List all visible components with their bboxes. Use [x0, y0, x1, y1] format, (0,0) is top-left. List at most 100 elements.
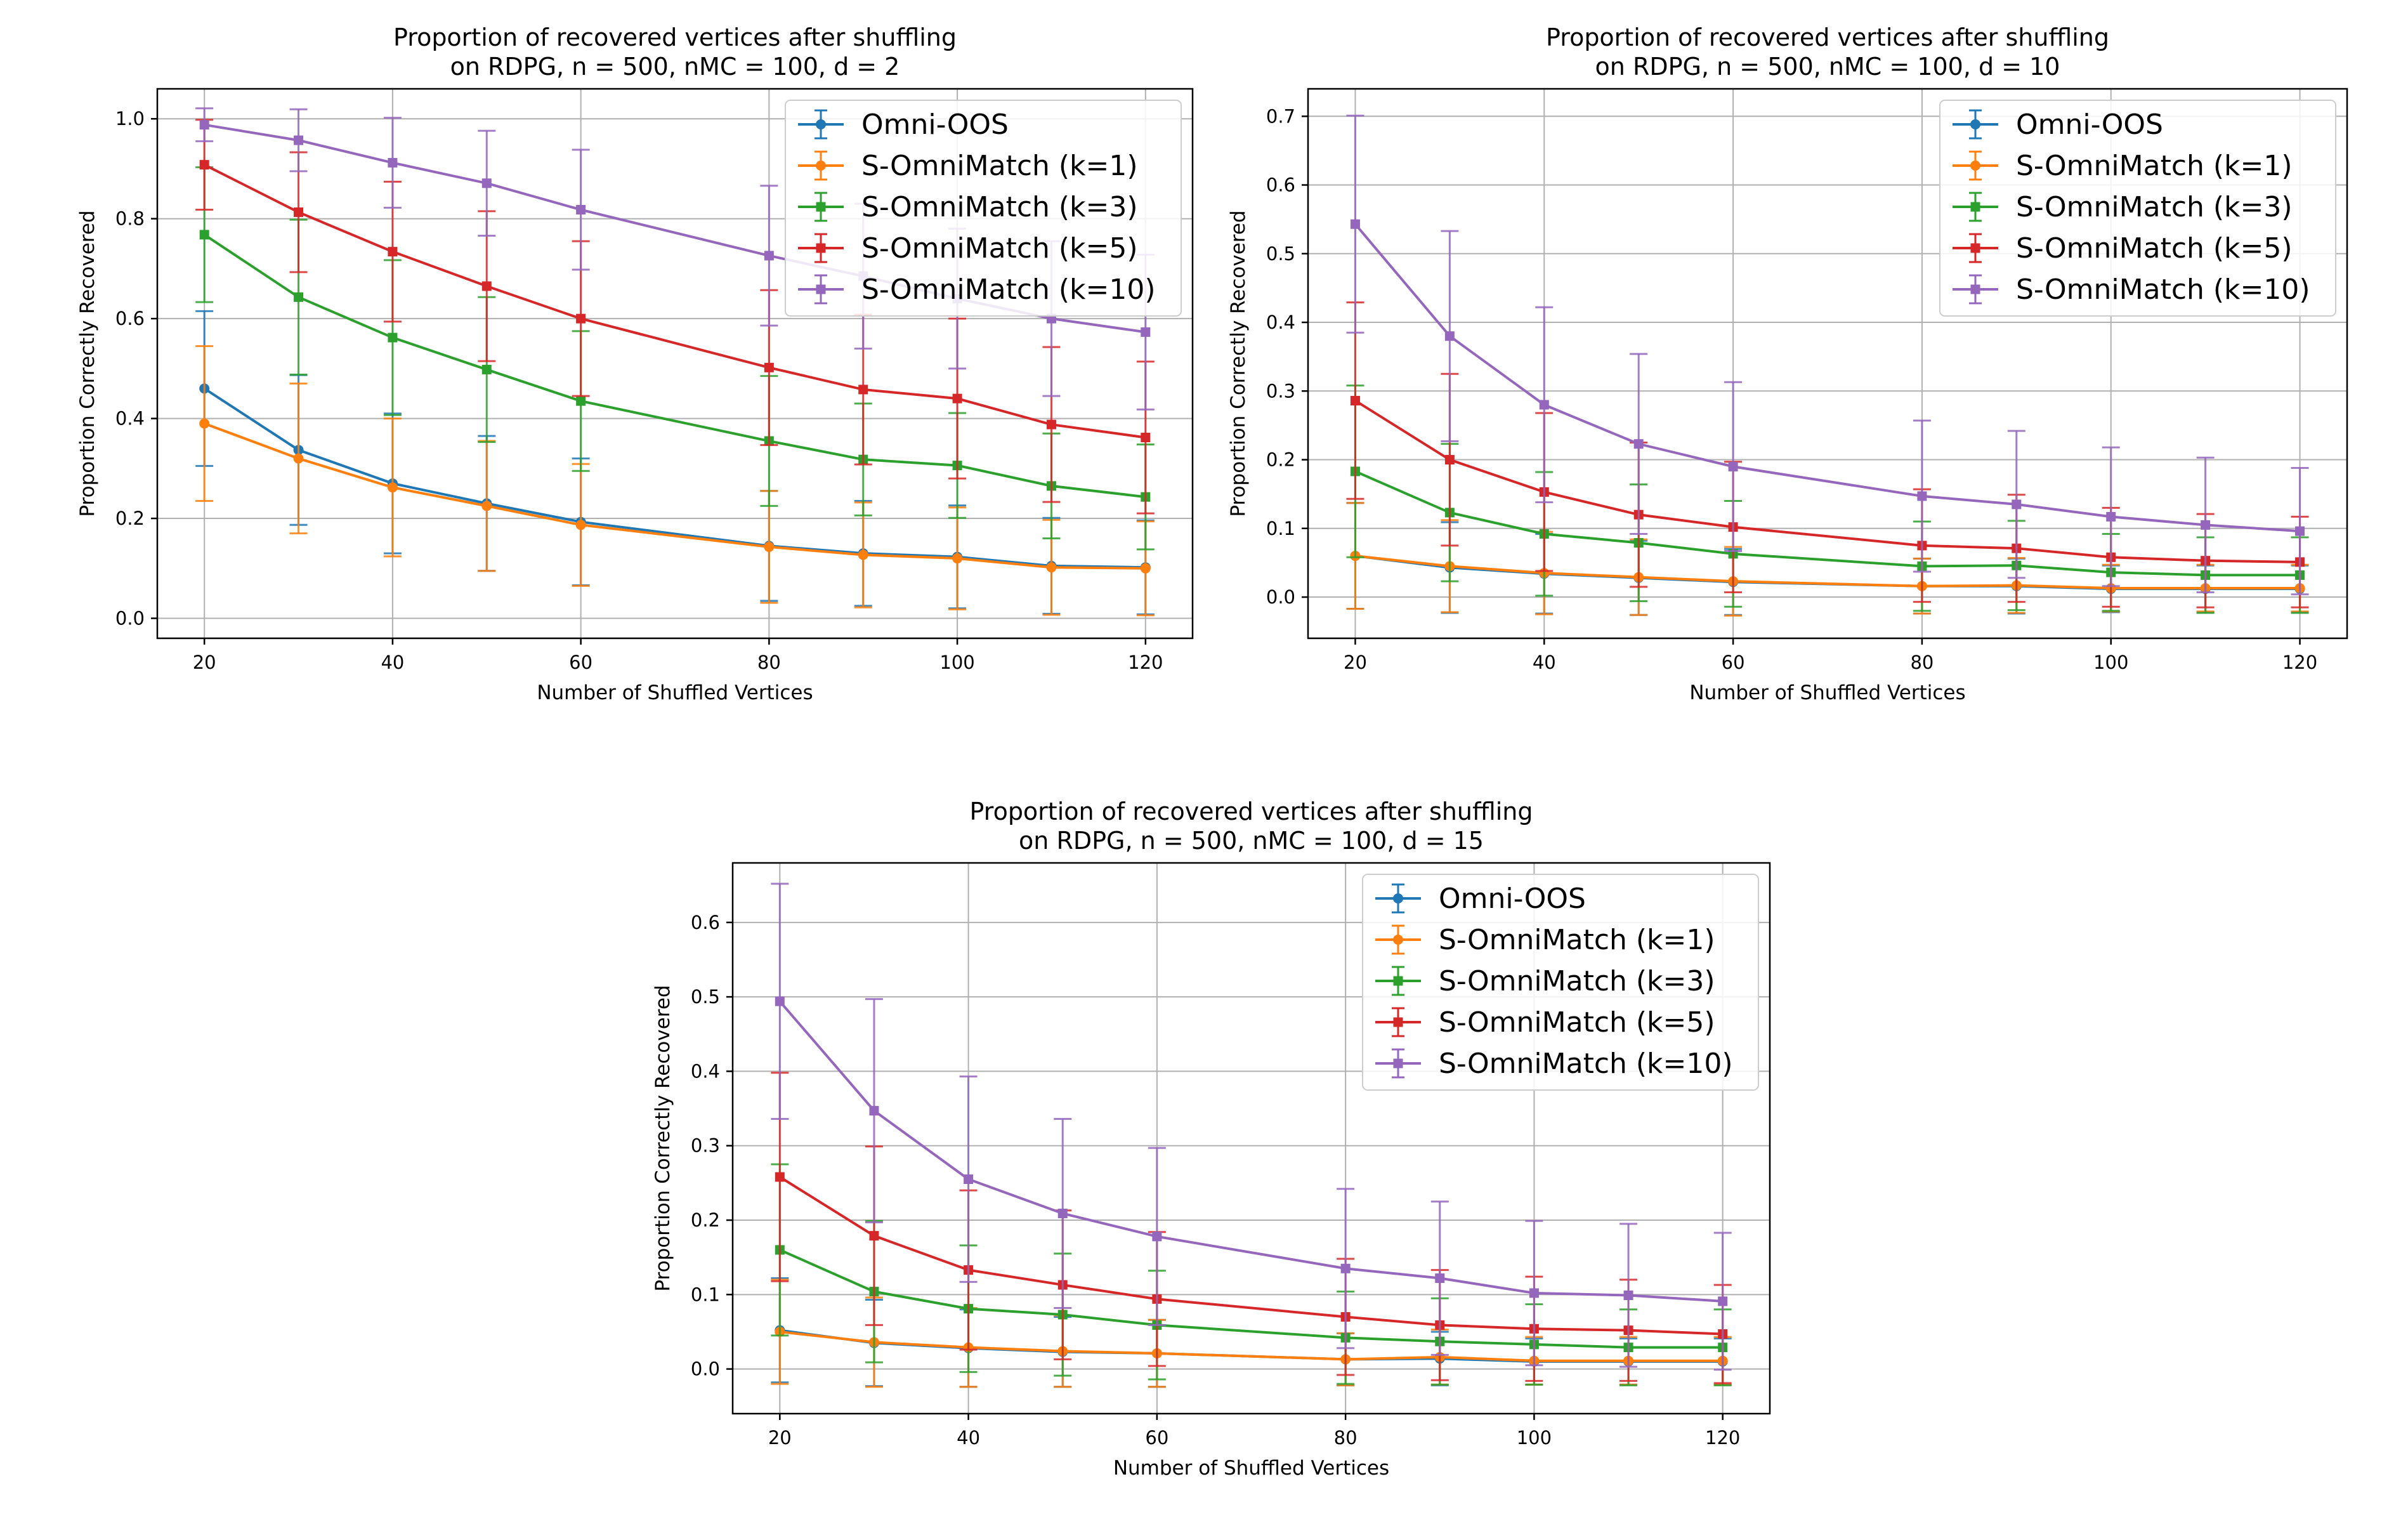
chart-0-s3-point-8 — [1046, 419, 1056, 430]
chart-2-xtick-label-4: 100 — [1517, 1427, 1552, 1449]
chart-0-legend-marker-0 — [816, 119, 826, 129]
chart-1-s4-point-4 — [1728, 461, 1738, 471]
chart-1-s4-line — [1354, 223, 2300, 533]
chart-2-s1-line — [780, 1330, 1723, 1362]
chart-0-legend-marker-2 — [816, 202, 826, 212]
chart-0-ytick-label-1: 0.2 — [115, 508, 145, 529]
chart-2-legend-marker-1 — [1393, 935, 1403, 945]
chart-0-s3-point-5 — [764, 362, 774, 372]
chart-0-legend-entry-2: S-OmniMatch (k=3) — [798, 191, 1138, 223]
chart-0-ytick-label-2: 0.4 — [115, 408, 145, 430]
chart-0-s1-point-5 — [764, 541, 775, 552]
chart-0-s2-point-1 — [294, 292, 304, 302]
chart-0-s4-point-5 — [764, 251, 774, 261]
chart-1-legend-marker-3 — [1970, 243, 1980, 253]
chart-2-s4-point-1 — [869, 1106, 879, 1116]
chart-0-s0-line — [204, 387, 1146, 569]
chart-2-xtick-label-1: 40 — [957, 1427, 980, 1449]
chart-2-s4-point-0 — [775, 996, 785, 1006]
chart-2-ytick-label-1: 0.1 — [691, 1284, 720, 1305]
chart-1-legend-entry-0: Omni-OOS — [1953, 108, 2163, 141]
chart-2-xlabel: Number of Shuffled Vertices — [1113, 1457, 1389, 1480]
chart-1-s1-line — [1355, 555, 2300, 589]
chart-2-legend-label-1: S-OmniMatch (k=1) — [1439, 924, 1715, 956]
chart-0-s2-point-0 — [199, 230, 209, 240]
chart-0-s3-line — [204, 163, 1146, 439]
chart-2-ytick-label-6: 0.6 — [691, 912, 720, 933]
chart-0-legend-entry-0: Omni-OOS — [798, 108, 1009, 141]
chart-2-ytick-label-4: 0.4 — [691, 1060, 720, 1082]
chart-0-legend-marker-3 — [816, 243, 826, 253]
chart-2-legend-entry-4: S-OmniMatch (k=10) — [1375, 1048, 1733, 1080]
chart-0-ytick-label-5: 1.0 — [115, 108, 145, 129]
chart-1-legend-label-1: S-OmniMatch (k=1) — [2016, 150, 2293, 182]
chart-0-s3-point-4 — [576, 313, 586, 324]
chart-0-s3-point-7 — [952, 393, 962, 404]
chart-0-s1-point-2 — [387, 482, 398, 493]
chart-0-s2-point-2 — [388, 332, 398, 343]
chart-1-xtick-label-2: 60 — [1722, 652, 1745, 673]
chart-1-ylabel: Proportion Correctly Recovered — [1227, 210, 1250, 516]
chart-1-s4-point-6 — [2012, 499, 2022, 509]
chart-1-s3-point-0 — [1350, 395, 1360, 405]
chart-0-s1-point-8 — [1046, 562, 1057, 573]
chart-0-s3-point-9 — [1141, 433, 1151, 443]
chart-0-xtick-label-0: 20 — [193, 652, 216, 673]
chart-1-s4-point-5 — [1917, 491, 1927, 501]
chart-1-legend-entry-3: S-OmniMatch (k=5) — [1953, 232, 2293, 265]
chart-2-ylabel: Proportion Correctly Recovered — [651, 985, 674, 1291]
chart-1-ytick-label-7: 0.7 — [1266, 105, 1295, 127]
chart-0-s2-point-4 — [576, 396, 586, 406]
chart-0-s1-point-9 — [1140, 563, 1151, 574]
chart-0-series-1 — [195, 345, 1155, 617]
chart-2-s4-point-5 — [1340, 1263, 1351, 1273]
chart-2-s4-point-9 — [1718, 1296, 1728, 1306]
chart-1-s2-line — [1354, 470, 2300, 577]
chart-2-s4-point-7 — [1529, 1288, 1539, 1298]
chart-0-legend-marker-1 — [816, 161, 826, 171]
chart-1-s4-point-3 — [1633, 439, 1644, 449]
chart-1-legend: Omni-OOS S-OmniMatch (k=1) S-OmniMatch (k=… — [1939, 100, 2336, 317]
chart-1-ytick-label-4: 0.4 — [1266, 312, 1295, 333]
chart-1-legend-box — [1939, 100, 2336, 317]
chart-0-s4-point-2 — [388, 158, 398, 168]
chart-2-legend-label-0: Omni-OOS — [1439, 883, 1586, 915]
chart-2-title: Proportion of recovered vertices after s… — [970, 798, 1533, 825]
chart-0-legend-box — [785, 100, 1182, 317]
chart-1-ytick-label-3: 0.3 — [1266, 380, 1295, 402]
chart-2-legend-marker-0 — [1393, 893, 1403, 904]
chart-1-legend-marker-2 — [1970, 202, 1980, 212]
chart-2-xtick-label-3: 80 — [1334, 1427, 1358, 1449]
chart-2-legend-label-2: S-OmniMatch (k=3) — [1439, 965, 1715, 997]
chart-0-s4-point-1 — [294, 135, 304, 145]
chart-0-legend-entry-1: S-OmniMatch (k=1) — [798, 150, 1138, 182]
chart-2-s3-point-0 — [775, 1172, 785, 1182]
chart-1-series-4 — [1346, 114, 2309, 596]
chart-1-s3-point-1 — [1444, 455, 1455, 465]
chart-2-ytick-label-3: 0.3 — [691, 1135, 720, 1157]
chart-0-legend-label-2: S-OmniMatch (k=3) — [861, 191, 1138, 223]
chart-1-xtick-label-1: 40 — [1533, 652, 1556, 673]
chart-2-s4-point-8 — [1623, 1290, 1633, 1300]
chart-0-legend-label-1: S-OmniMatch (k=1) — [861, 150, 1138, 182]
chart-2-legend-marker-2 — [1393, 976, 1403, 986]
chart-2-legend: Omni-OOS S-OmniMatch (k=1) S-OmniMatch (k=… — [1362, 874, 1759, 1091]
chart-0-legend-entry-3: S-OmniMatch (k=5) — [798, 232, 1138, 265]
chart-0-legend-entry-4: S-OmniMatch (k=10) — [798, 273, 1156, 306]
chart-d15: Proportion of recovered vertices after s… — [651, 798, 1771, 1480]
chart-0-s1-point-1 — [293, 453, 304, 464]
chart-1-legend-label-3: S-OmniMatch (k=5) — [2016, 232, 2293, 265]
chart-0-s1-line — [204, 422, 1146, 570]
chart-1-s3-line — [1354, 399, 2300, 563]
chart-2-legend-marker-3 — [1393, 1017, 1403, 1027]
chart-1-legend-marker-4 — [1970, 284, 1980, 294]
chart-2-legend-entry-2: S-OmniMatch (k=3) — [1375, 965, 1715, 997]
chart-0-xtick-label-2: 60 — [569, 652, 592, 673]
chart-d2: Proportion of recovered vertices after s… — [76, 23, 1194, 704]
chart-0-s3-point-0 — [199, 160, 209, 170]
chart-0-ytick-label-0: 0.0 — [115, 608, 145, 629]
chart-0-s1-point-7 — [952, 553, 963, 564]
chart-2-series-4 — [771, 883, 1732, 1371]
chart-2-xtick-label-2: 60 — [1145, 1427, 1168, 1449]
